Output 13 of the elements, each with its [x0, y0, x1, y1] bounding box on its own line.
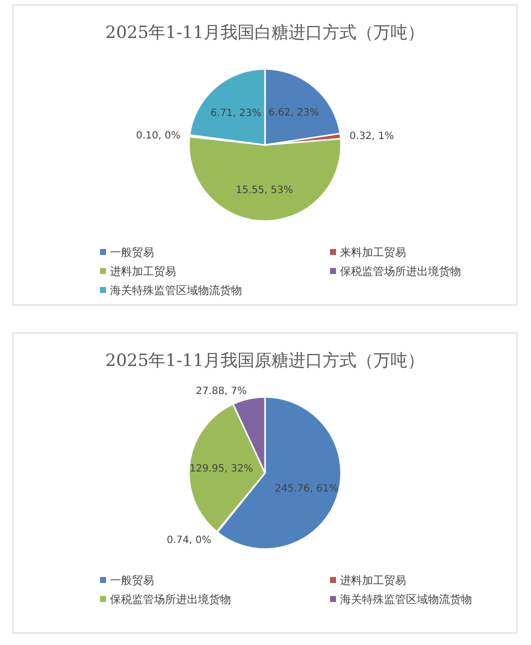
data-label: 0.32, 1%: [350, 131, 394, 142]
data-label: 129.95, 32%: [189, 463, 254, 474]
data-label: 6.62, 23%: [268, 108, 320, 119]
data-label: 245.76, 61%: [274, 484, 338, 495]
data-label: 15.55, 53%: [236, 185, 293, 196]
data-label: 6.71, 23%: [210, 108, 262, 119]
data-label: 0.10, 0%: [136, 130, 181, 142]
legend-label: 一般贸易: [110, 246, 154, 259]
chart-title: 2025年1-11月我国白糖进口方式（万吨）: [105, 23, 425, 43]
data-label: 0.74, 0%: [166, 535, 212, 546]
data-label: 27.88, 7%: [196, 386, 247, 397]
chart-title: 2025年1-11月我国原糖进口方式（万吨）: [105, 351, 425, 371]
legend-label: 一般贸易: [110, 574, 154, 587]
